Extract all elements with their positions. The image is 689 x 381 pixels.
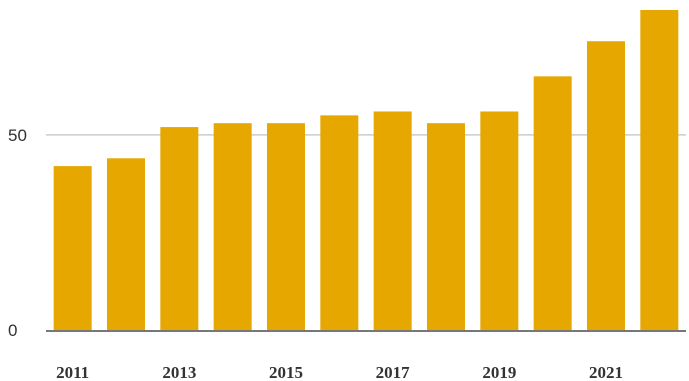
- bar-2020: [533, 76, 572, 330]
- bar-2013: [160, 127, 199, 330]
- bar-2019: [480, 111, 519, 331]
- y-axis-ticks: 0 50: [8, 126, 27, 340]
- bar-2015: [267, 123, 305, 330]
- y-tick-label-0: 0: [8, 321, 17, 340]
- bar-2021: [587, 41, 625, 330]
- x-tick-label-2013: 2013: [162, 363, 196, 381]
- bar-2014: [213, 123, 252, 330]
- x-axis-ticks: 2011 2013 2015 2017 2019 2021: [56, 363, 623, 381]
- bar-2022: [640, 10, 679, 330]
- bar-2018: [427, 123, 465, 330]
- bar-2016: [320, 115, 359, 331]
- x-tick-label-2021: 2021: [589, 363, 623, 381]
- bar-2017: [373, 111, 412, 331]
- bars: [53, 10, 679, 331]
- y-tick-label-50: 50: [8, 126, 27, 145]
- x-tick-label-2015: 2015: [269, 363, 303, 381]
- x-tick-label-2017: 2017: [376, 363, 411, 381]
- x-tick-label-2019: 2019: [482, 363, 516, 381]
- bar-2011: [53, 166, 92, 330]
- bar-2012: [107, 158, 145, 330]
- x-tick-label-2011: 2011: [56, 363, 89, 381]
